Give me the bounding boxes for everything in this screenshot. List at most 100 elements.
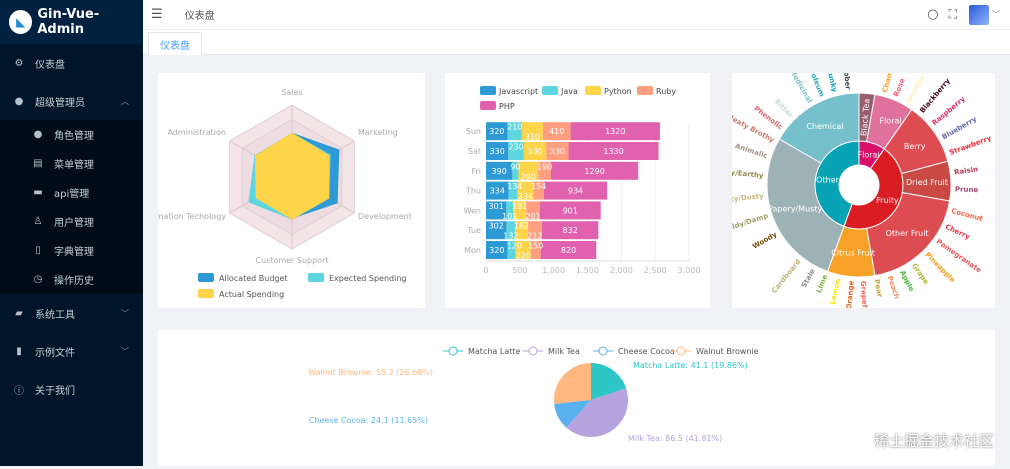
user-icon: ● (33, 129, 43, 140)
bar-data-label: 191 (512, 202, 527, 211)
sidebar-item-roles[interactable]: ● 角色管理 (0, 120, 143, 149)
sidebar-item-label: 操作历史 (54, 276, 94, 287)
bar-segment (508, 181, 518, 200)
bar-data-label: 334 (490, 187, 505, 196)
bar-data-label: 90 (510, 162, 520, 171)
bar-data-label: 201 (525, 212, 540, 221)
legend-swatch (198, 273, 214, 282)
app-logo[interactable]: ◣ Gin-Vue-Admin (0, 0, 143, 44)
avatar[interactable] (969, 4, 989, 25)
sidebar: ◣ Gin-Vue-Admin ⚙ 仪表盘 ● 超级管理员 ︿ ● 角色管理 ▤ 菜单管理 … (0, 0, 143, 466)
bar-segment (486, 142, 509, 160)
legend-swatch (308, 273, 324, 282)
sidebar-item-api[interactable]: ▬ api管理 (0, 178, 143, 207)
monitor-icon: ▬ (33, 187, 43, 198)
sidebar-item-users[interactable]: ♙ 用户管理 (0, 207, 143, 236)
sidebar-item-system-tools[interactable]: ▰ 系统工具 ﹀ (0, 294, 143, 332)
legend-label: Walnut Brownie (696, 347, 759, 356)
legend-marker (598, 346, 608, 356)
radar-indicator-label: Administration (167, 128, 226, 137)
legend-label: Expected Spending (329, 274, 406, 283)
bar-segment (486, 241, 508, 259)
sunburst-outer-label: Grapefruit (859, 281, 869, 308)
sidebar-item-dictionary[interactable]: ▯ 字典管理 (0, 236, 143, 265)
logo-icon: ◣ (9, 10, 33, 34)
x-tick-label: 500 (512, 266, 527, 275)
bar-segment (542, 122, 571, 141)
bar-segment (506, 201, 514, 220)
sunburst-outer-label: Rose (892, 77, 907, 98)
person-outline-icon: ♙ (33, 216, 43, 227)
pie-slice (591, 363, 627, 400)
chevron-down-icon[interactable]: ﹀ (992, 10, 1000, 19)
bar-data-label: 934 (568, 187, 583, 196)
bar-data-label: 330 (490, 147, 505, 156)
tab-dashboard[interactable]: 仪表盘 (148, 32, 202, 55)
sunburst-middle-segment (766, 138, 845, 273)
bar-data-label: 1290 (584, 167, 604, 176)
legend-label: Python (604, 87, 632, 96)
sunburst-middle-segment (778, 92, 860, 164)
radar-indicator-label: Customer Support (255, 256, 328, 265)
bar-segment (486, 221, 507, 240)
pie-slice (554, 400, 591, 428)
bar-chart: Javascript Java Python Ruby PHP 0 500 1,000 1,50… (464, 86, 700, 275)
fullscreen-icon[interactable]: ⛶ (948, 7, 957, 21)
bar-data-label: 182 (514, 222, 529, 231)
legend-label: Matcha Latte (468, 347, 520, 356)
menu-toggle-icon[interactable]: ☰ (151, 7, 163, 22)
sidebar-item-label: 超级管理员 (35, 97, 85, 109)
sunburst-middle-label: Dried Fruit (906, 178, 948, 187)
legend-label: PHP (499, 102, 515, 111)
legend-label: Cheese Cocoa (618, 347, 675, 356)
sidebar-item-history[interactable]: ◷ 操作历史 (0, 265, 143, 294)
bar-segment (507, 122, 522, 141)
sidebar-item-label: 示例文件 (35, 347, 75, 359)
bar-data-label: 390 (492, 167, 507, 176)
legend-label: Java (560, 87, 578, 96)
y-tick-label: Fri (471, 167, 481, 176)
bar-data-label: 410 (549, 127, 564, 136)
tab-bar: 仪表盘 (143, 30, 1010, 55)
x-tick-label: 2,500 (644, 266, 667, 275)
sidebar-item-super-admin[interactable]: ● 超级管理员 ︿ (0, 82, 143, 120)
bar-data-label: 320 (489, 246, 504, 255)
sunburst-outer-label: Woody (751, 230, 778, 250)
bar-data-label: 301 (489, 202, 504, 211)
sunburst-outer-label: Apple (898, 269, 915, 293)
legend-marker (676, 346, 686, 356)
sunburst-outer-label: Peach (886, 275, 901, 300)
pie-slice (554, 363, 591, 404)
legend-swatch (480, 86, 496, 95)
bar-data-label: 212 (527, 232, 542, 241)
bar-data-label: 820 (561, 246, 576, 255)
bar-data-label: 901 (563, 206, 578, 215)
sunburst-inner-label: Other (816, 175, 839, 184)
search-icon[interactable]: ○ (927, 7, 939, 22)
bar-segment (540, 241, 597, 259)
legend-label: Javascript (498, 87, 538, 96)
sidebar-item-about[interactable]: ⓘ 关于我们 (0, 370, 143, 408)
bar-segment (543, 181, 608, 200)
bar-segment (538, 161, 551, 180)
bar-segment (486, 161, 513, 180)
sunburst-middle-label: Papery/Musty (768, 204, 822, 213)
toolbox-icon: ▰ (15, 307, 23, 319)
sunburst-outer-label: Cardboard (770, 258, 802, 295)
sunburst-chart-card: Floral Fruity Other Black Tea Floral Berry Dri… (711, 49, 995, 323)
sidebar-item-label: 用户管理 (54, 218, 94, 229)
sunburst-middle-label: Chemical (806, 122, 843, 131)
bar-segment (526, 201, 540, 220)
sidebar-item-label: 字典管理 (54, 247, 94, 258)
bar-segment (486, 122, 508, 141)
pie-data-label: Matcha Latte: 41.1 (19.86%) (633, 361, 748, 370)
sidebar-item-examples[interactable]: ▮ 示例文件 ﹀ (0, 332, 143, 370)
legend-swatch (542, 86, 558, 95)
y-tick-label: Sun (466, 127, 481, 136)
clipboard-icon: ▤ (33, 158, 43, 169)
bar-data-label: 1330 (603, 147, 623, 156)
sidebar-item-dashboard[interactable]: ⚙ 仪表盘 (0, 44, 143, 82)
notebook-icon: ▯ (35, 245, 41, 256)
sidebar-item-menus[interactable]: ▤ 菜单管理 (0, 149, 143, 178)
x-tick-label: 1,000 (542, 266, 565, 275)
